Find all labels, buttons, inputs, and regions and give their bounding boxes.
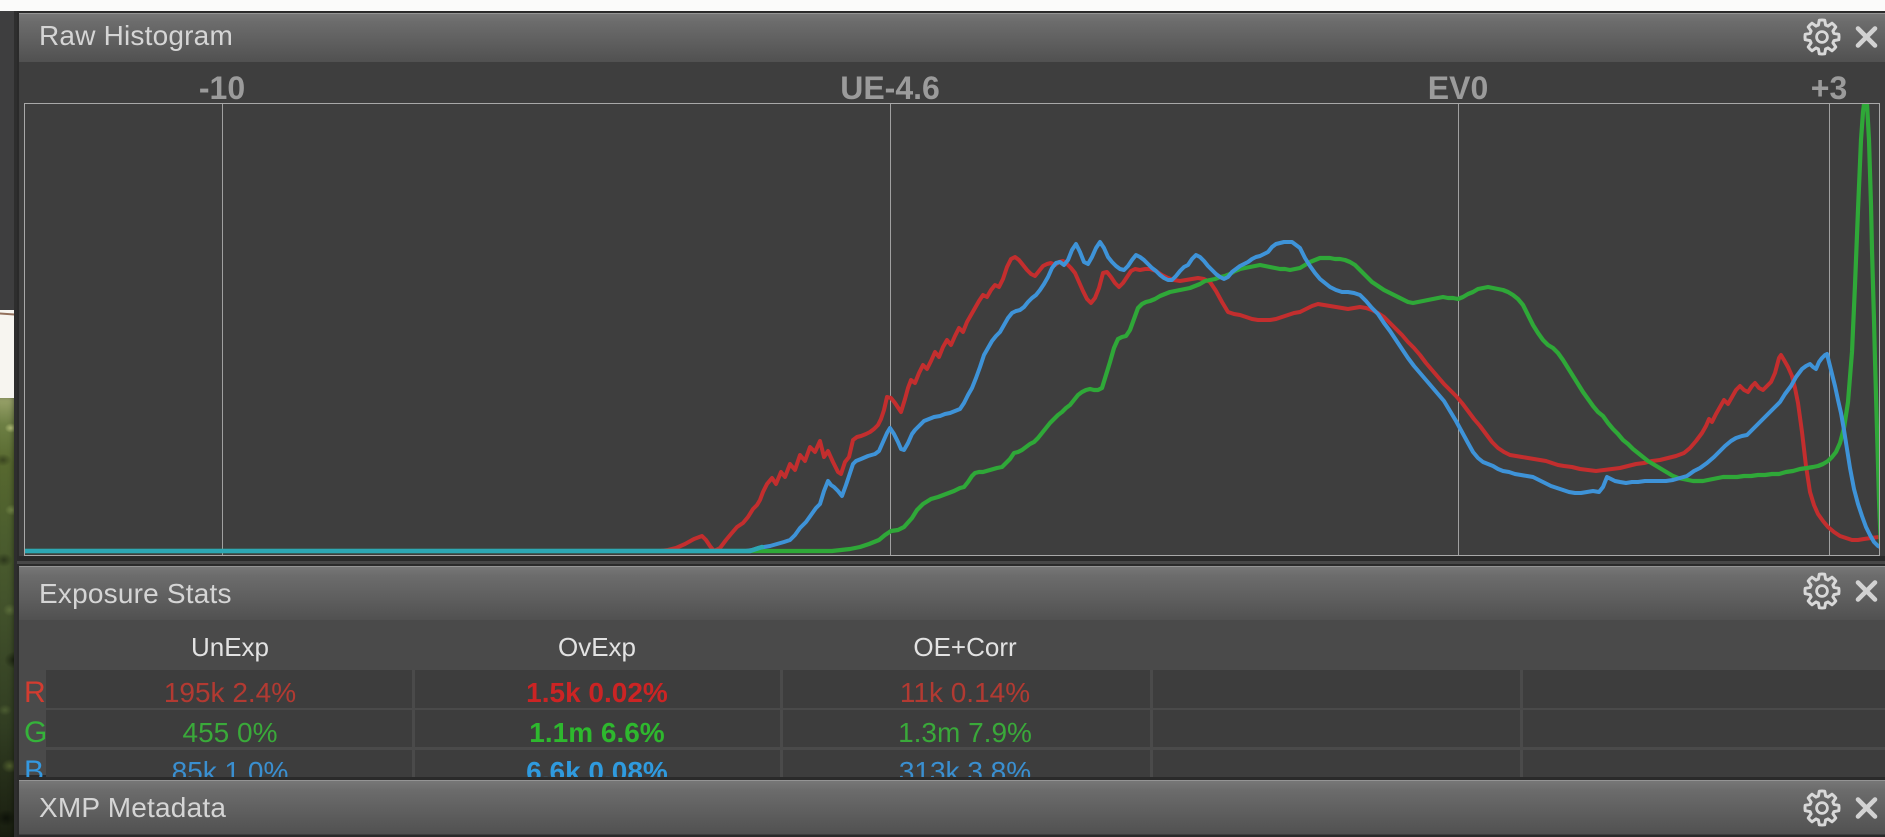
svg-text:OvExp: OvExp	[558, 632, 636, 662]
svg-text:OE+Corr: OE+Corr	[913, 632, 1017, 662]
svg-text:G: G	[24, 716, 47, 749]
svg-text:1.3m 7.9%: 1.3m 7.9%	[898, 717, 1032, 748]
svg-text:UE-4.6: UE-4.6	[840, 70, 940, 106]
svg-text:195k 2.4%: 195k 2.4%	[164, 677, 296, 708]
svg-text:11k 0.14%: 11k 0.14%	[900, 677, 1030, 708]
svg-text:1.5k 0.02%: 1.5k 0.02%	[526, 677, 668, 708]
svg-text:6.6k 0.08%: 6.6k 0.08%	[526, 756, 668, 787]
svg-text:R: R	[24, 676, 46, 709]
svg-text:UnExp: UnExp	[191, 632, 269, 662]
svg-text:-10: -10	[199, 70, 245, 106]
svg-text:1.1m 6.6%: 1.1m 6.6%	[529, 717, 665, 748]
svg-text:EV0: EV0	[1428, 70, 1488, 106]
svg-text:455 0%: 455 0%	[183, 717, 278, 748]
svg-text:313k 3.8%: 313k 3.8%	[899, 756, 1031, 787]
svg-text:B: B	[24, 755, 44, 788]
svg-text:85k 1.0%: 85k 1.0%	[172, 756, 289, 787]
svg-text:+3: +3	[1811, 70, 1847, 106]
